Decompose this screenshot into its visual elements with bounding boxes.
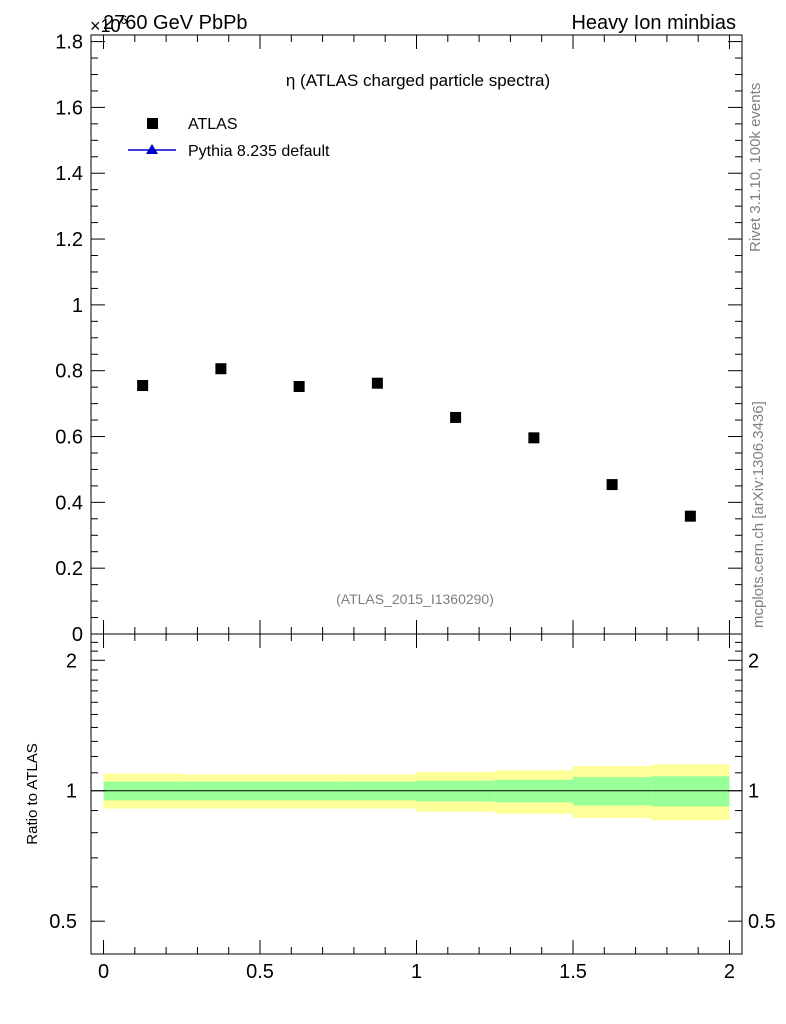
main-y-tick-label: 1.8	[55, 32, 83, 54]
atlas-data-points	[137, 363, 696, 522]
ratio-x-tick-label: 1	[411, 961, 422, 983]
y-multiplier-label: ×106	[90, 13, 128, 36]
ratio-stat-band-7	[651, 776, 730, 807]
y-multiplier-exponent: 6	[121, 13, 128, 27]
atlas-data-point	[450, 411, 462, 423]
legend-pythia-marker	[146, 144, 158, 154]
mcplots-label: mcplots.cern.ch [arXiv:1306.3436]	[750, 401, 767, 628]
ratio-bands	[103, 764, 730, 821]
ratio-y-tick-label-right: 0.5	[748, 911, 776, 933]
ratio-stat-band-6	[572, 777, 652, 806]
atlas-data-point	[293, 381, 305, 393]
ratio-x-tick-label: 1.5	[559, 961, 587, 983]
analysis-watermark: (ATLAS_2015_I1360290)	[336, 591, 494, 607]
axis-ticks	[91, 35, 742, 954]
ratio-y-tick-label-right: 2	[748, 650, 759, 672]
rivet-version-label: Rivet 3.1.10, 100k events	[747, 83, 764, 252]
legend-atlas-marker	[147, 118, 158, 129]
ratio-x-tick-label: 0.5	[246, 961, 274, 983]
legend-atlas-label: ATLAS	[188, 116, 238, 133]
main-y-tick-label: 1.4	[55, 163, 83, 185]
ratio-y-tick-label: 2	[66, 650, 77, 672]
ratio-x-tick-label: 2	[724, 961, 735, 983]
ratio-y-tick-label: 0.5	[49, 911, 77, 933]
atlas-data-point	[606, 479, 618, 491]
atlas-data-point	[684, 510, 696, 522]
ratio-y-tick-label: 1	[66, 781, 77, 803]
legend: ATLAS Pythia 8.235 default	[128, 116, 330, 160]
main-y-tick-label: 0.8	[55, 361, 83, 383]
atlas-data-point	[371, 377, 383, 389]
atlas-data-point	[528, 432, 540, 444]
header-right-title: Heavy Ion minbias	[571, 12, 736, 34]
main-y-tick-label: 0.2	[55, 558, 83, 580]
ratio-y-tick-label-right: 1	[748, 781, 759, 803]
main-plot-title: η (ATLAS charged particle spectra)	[286, 71, 550, 90]
main-y-tick-label: 0	[72, 624, 83, 646]
legend-pythia-label: Pythia 8.235 default	[188, 143, 330, 160]
main-y-tick-label: 1.6	[55, 97, 83, 119]
main-y-tick-label: 1.2	[55, 229, 83, 251]
axis-tick-labels: 0 0.2 0.4 0.6 0.8 1 1.2 1.4 1.6 1.8 0 0.5 1 1.5 2 0.5 0.…	[49, 32, 776, 983]
main-y-tick-label: 0.6	[55, 427, 83, 449]
main-y-tick-label: 0.4	[55, 492, 83, 514]
main-y-tick-label: 1	[72, 295, 83, 317]
ratio-y-axis-label: Ratio to ATLAS	[24, 743, 41, 844]
ratio-x-tick-label: 0	[98, 961, 109, 983]
atlas-data-point	[137, 380, 149, 392]
header-left-title: 2760 GeV PbPb	[103, 12, 248, 34]
atlas-data-point	[215, 363, 227, 375]
